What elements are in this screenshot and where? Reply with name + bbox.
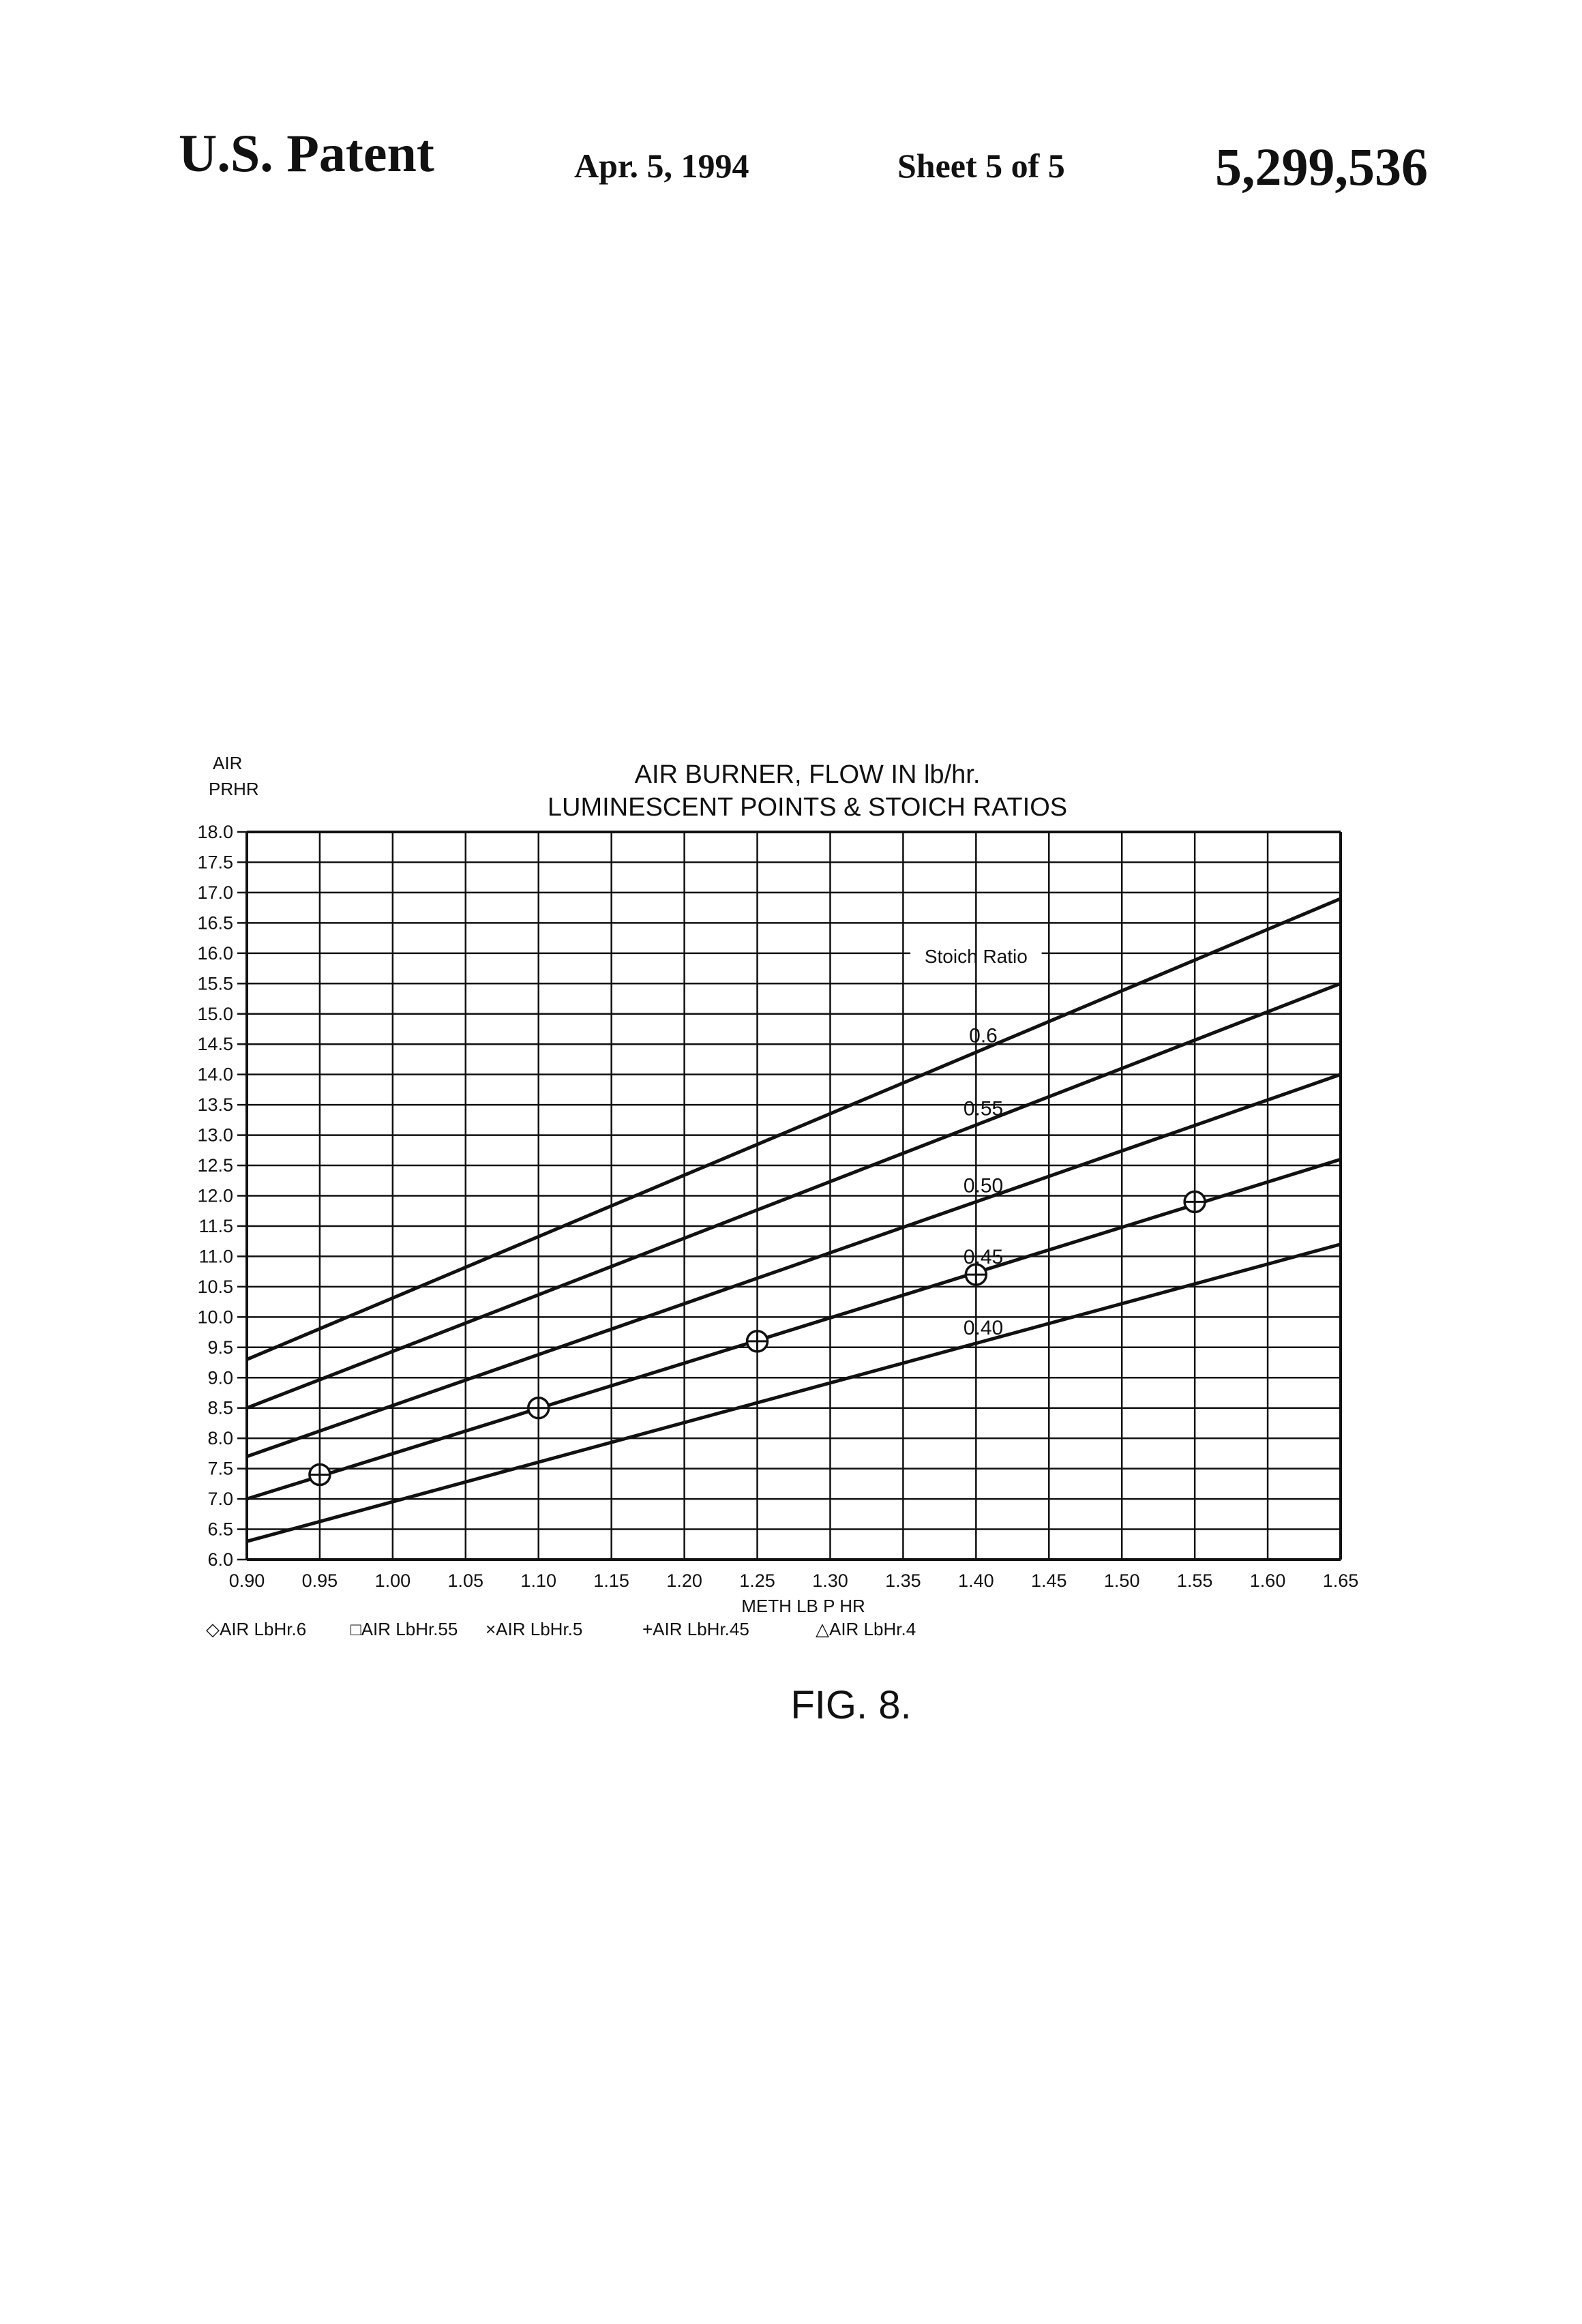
x-tick-label: 1.65 [1323, 1570, 1359, 1591]
stoich-ratio-header: Stoich Ratio [925, 946, 1028, 967]
y-tick-label: 6.5 [207, 1519, 233, 1540]
x-tick-label: 0.90 [229, 1570, 265, 1591]
chart-title: AIR BURNER, FLOW IN lb/hr. [635, 760, 981, 789]
x-tick-label: 0.95 [302, 1570, 338, 1591]
luminescent-point [1184, 1191, 1205, 1212]
y-axis-label-line2: PRHR [209, 779, 259, 799]
y-tick-label: 16.5 [197, 912, 233, 933]
y-axis-label-line1: AIR [213, 753, 242, 773]
legend-entry: ◇AIR LbHr.6 [206, 1619, 306, 1639]
y-tick-label: 10.5 [197, 1277, 233, 1297]
y-tick-label: 9.5 [207, 1337, 233, 1358]
y-tick-label: 11.0 [198, 1246, 233, 1266]
x-tick-label: 1.40 [958, 1570, 994, 1591]
x-tick-label: 1.35 [885, 1570, 921, 1591]
y-tick-label: 6.0 [207, 1549, 233, 1570]
x-tick-label: 1.10 [520, 1570, 556, 1591]
legend-entry: +AIR LbHr.45 [642, 1619, 749, 1639]
legend-entry: ×AIR LbHr.5 [486, 1619, 582, 1639]
x-tick-label: 1.15 [593, 1570, 629, 1591]
y-tick-label: 16.0 [197, 943, 233, 964]
figure-caption: FIG. 8. [790, 1683, 911, 1727]
x-tick-label: 1.45 [1031, 1570, 1067, 1591]
y-tick-label: 17.5 [197, 852, 233, 872]
x-tick-label: 1.55 [1177, 1570, 1213, 1591]
stoich-ratio-label: 0.50 [964, 1175, 1003, 1197]
y-tick-label: 12.5 [197, 1155, 233, 1176]
stoich-ratio-label: 0.6 [969, 1025, 998, 1047]
luminescent-point [528, 1398, 549, 1418]
y-tick-label: 13.5 [197, 1094, 233, 1115]
x-tick-label: 1.50 [1104, 1570, 1140, 1591]
stoich-ratio-label: 0.45 [964, 1246, 1003, 1268]
x-axis-label: METH LB P HR [741, 1596, 865, 1616]
stoich-line-0_45 [247, 1159, 1341, 1499]
y-tick-label: 7.5 [207, 1459, 233, 1479]
x-tick-label: 1.30 [812, 1570, 848, 1591]
y-tick-label: 8.0 [207, 1428, 233, 1448]
x-tick-label: 1.05 [448, 1570, 484, 1591]
y-tick-label: 11.5 [198, 1216, 233, 1236]
y-tick-label: 9.0 [207, 1367, 233, 1388]
y-tick-label: 14.5 [197, 1034, 233, 1054]
stoich-ratio-label: 0.40 [964, 1317, 1003, 1339]
y-tick-label: 12.0 [197, 1186, 233, 1206]
legend-entry: △AIR LbHr.4 [816, 1619, 916, 1639]
chart-subtitle: LUMINESCENT POINTS & STOICH RATIOS [548, 793, 1067, 822]
luminescent-point [966, 1264, 986, 1285]
x-tick-label: 1.20 [666, 1570, 702, 1591]
y-tick-label: 18.0 [197, 822, 233, 842]
x-tick-label: 1.25 [739, 1570, 775, 1591]
y-tick-label: 13.0 [197, 1125, 233, 1146]
y-tick-label: 8.5 [207, 1398, 233, 1418]
x-tick-label: 1.00 [375, 1570, 411, 1591]
stoich-line-0_50 [247, 1075, 1341, 1457]
y-tick-label: 17.0 [197, 882, 233, 903]
y-tick-label: 15.5 [197, 973, 233, 994]
y-tick-label: 7.0 [207, 1489, 233, 1509]
x-tick-label: 1.60 [1250, 1570, 1286, 1591]
y-tick-label: 15.0 [197, 1004, 233, 1024]
luminescent-point [310, 1465, 330, 1485]
luminescent-point [747, 1331, 768, 1352]
legend-entry: □AIR LbHr.55 [350, 1619, 458, 1639]
stoich-ratio-label: 0.55 [964, 1098, 1003, 1120]
y-tick-label: 14.0 [197, 1064, 233, 1085]
y-tick-label: 10.0 [197, 1307, 233, 1327]
